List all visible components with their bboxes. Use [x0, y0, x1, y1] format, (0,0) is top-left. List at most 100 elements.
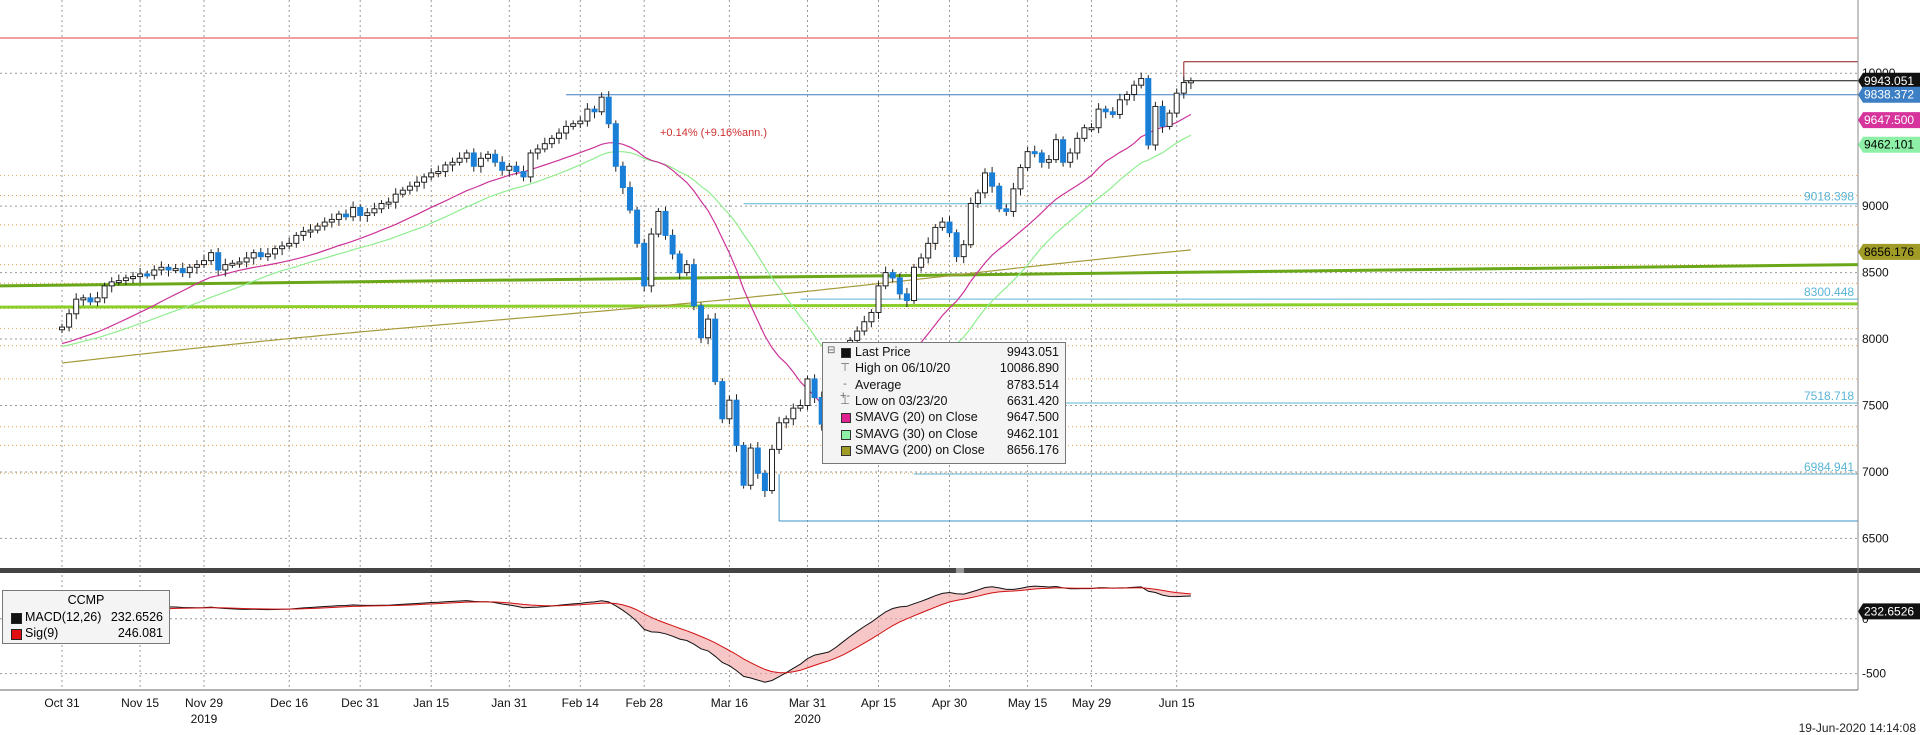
candle [953, 229, 960, 263]
candle-body [953, 232, 960, 258]
candle [499, 156, 506, 176]
candle [903, 287, 910, 308]
candle [279, 241, 286, 256]
candle-body [279, 245, 286, 250]
candle [911, 263, 917, 304]
candle-body [357, 206, 364, 216]
date-tick-label: Apr 15 [861, 696, 897, 710]
candle-body [932, 226, 939, 244]
candle-body [783, 418, 790, 424]
candle [1024, 146, 1031, 171]
legend-swatch [841, 429, 851, 440]
date-tick-label: Nov 29 [185, 696, 223, 710]
price-tag-label: 8656.176 [1864, 245, 1914, 259]
candle [122, 274, 129, 285]
candle [1109, 107, 1116, 118]
candle [556, 128, 562, 144]
candle [236, 257, 243, 268]
candle-body [875, 285, 882, 313]
candle [328, 213, 335, 228]
candle-body [66, 313, 73, 328]
candle [222, 258, 229, 277]
candle-body [94, 297, 101, 303]
candle [705, 314, 712, 345]
candle-body [1031, 151, 1038, 155]
candle [641, 238, 648, 292]
candle [1173, 88, 1180, 118]
candle-body [556, 132, 562, 139]
legend-swatch [841, 413, 851, 424]
candle [101, 282, 108, 304]
trendline-lower [0, 302, 1859, 309]
legend-collapse-icon[interactable]: ⊟ [827, 345, 836, 356]
candle-body [335, 213, 342, 220]
candle-body [1152, 105, 1159, 146]
macd-axis-label: -500 [1862, 667, 1886, 681]
candle [882, 266, 889, 290]
price-axis-label: 8000 [1862, 332, 1889, 346]
candle-body [513, 165, 520, 173]
date-tick-label: Feb 14 [562, 696, 600, 710]
candle [343, 209, 349, 221]
candle [385, 197, 392, 209]
candle-body [144, 273, 151, 277]
date-tick-label: Feb 28 [626, 696, 664, 710]
candle [1038, 149, 1045, 168]
candle [598, 92, 605, 116]
candle [989, 166, 996, 193]
candle [960, 240, 967, 264]
candle-body [1187, 80, 1194, 84]
candle-body [286, 242, 293, 247]
candle-body [314, 225, 321, 231]
macd-panel: 232.6526 [61, 585, 1920, 683]
candle [541, 137, 548, 153]
legend: ⊟ Last Price 9943.051 ⊤ High on 06/10/20 100… [822, 342, 1066, 464]
candle-body [946, 221, 953, 234]
candle-body [328, 218, 335, 223]
price-axis-label: 7500 [1862, 399, 1889, 413]
candle [612, 120, 619, 172]
price-tag-label: 9647.500 [1864, 113, 1914, 127]
candle-body [740, 444, 747, 486]
candle [1074, 132, 1081, 160]
candle [627, 181, 633, 214]
candle [257, 248, 264, 260]
candle-body [634, 209, 641, 244]
candle [378, 200, 385, 214]
candle [186, 263, 193, 279]
candle-body [186, 266, 193, 274]
candle-body [122, 277, 129, 282]
legend-value: 8783.514 [1006, 377, 1059, 392]
candle [435, 165, 442, 178]
panel-resize-handle[interactable] [956, 568, 964, 573]
candle-body [619, 165, 626, 189]
price-axis-label: 9000 [1862, 199, 1889, 213]
candle-body [712, 318, 719, 383]
candle [669, 229, 676, 260]
candle-body [861, 321, 868, 332]
moving-averages [61, 113, 1192, 418]
candle-body [690, 264, 697, 307]
candle-body [59, 326, 65, 331]
legend-value: 9647.500 [1006, 410, 1059, 425]
candle-body [392, 193, 399, 203]
candle [754, 442, 761, 479]
candle [193, 259, 200, 274]
price-axis-label: 8500 [1862, 266, 1889, 280]
candle [172, 263, 179, 274]
candle-body [797, 405, 804, 409]
candle-body [492, 153, 499, 163]
candle-body [243, 257, 250, 263]
candle [733, 394, 740, 452]
candle [108, 277, 115, 293]
candle [1131, 80, 1138, 102]
price-tag: 8656.176 [1858, 243, 1920, 260]
candle [1095, 103, 1102, 134]
candle-body [598, 96, 605, 113]
candle [761, 469, 768, 498]
price-tag: 9462.101 [1858, 136, 1920, 153]
legend-marker-icon: ⊥ [840, 394, 850, 407]
candle [350, 201, 357, 222]
candle [683, 259, 690, 276]
candle-body [811, 378, 818, 399]
